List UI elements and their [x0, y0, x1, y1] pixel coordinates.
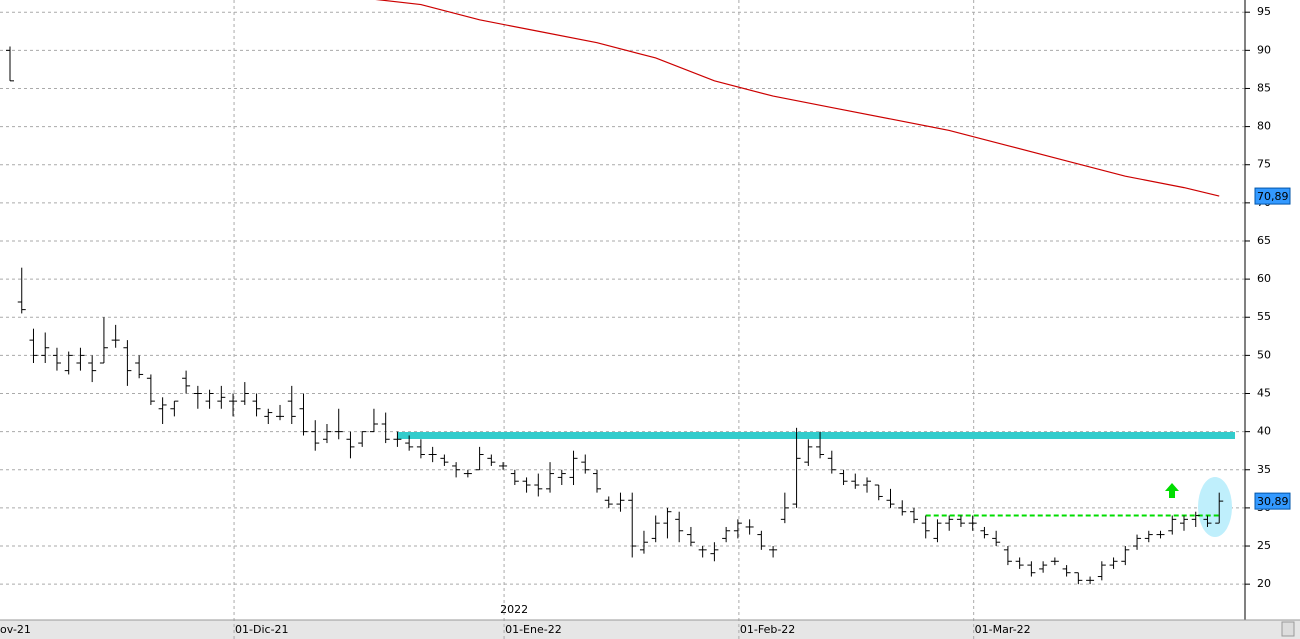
x-tick-label: 01-Dic-21 [235, 623, 289, 636]
y-tick-label: 95 [1257, 5, 1271, 18]
y-tick-label: 65 [1257, 234, 1271, 247]
y-tick-label: 35 [1257, 463, 1271, 476]
x-tick-label: ov-21 [0, 623, 31, 636]
highlight-ellipse [1198, 477, 1232, 537]
price-label: 30,89 [1257, 495, 1289, 508]
date-strip [0, 620, 1300, 639]
x-tick-label: 01-Feb-22 [740, 623, 795, 636]
y-tick-label: 80 [1257, 120, 1271, 133]
price-label: 70,89 [1257, 190, 1289, 203]
corner-icon [1281, 621, 1295, 637]
year-label: 2022 [500, 603, 528, 616]
up-arrow [1165, 483, 1179, 498]
y-tick-label: 75 [1257, 158, 1271, 171]
y-tick-label: 90 [1257, 43, 1271, 56]
y-tick-label: 50 [1257, 348, 1271, 361]
y-tick-label: 40 [1257, 425, 1271, 438]
y-tick-label: 25 [1257, 539, 1271, 552]
y-tick-label: 60 [1257, 272, 1271, 285]
y-tick-label: 85 [1257, 81, 1271, 94]
x-tick-label: 01-Ene-22 [505, 623, 562, 636]
y-tick-label: 20 [1257, 577, 1271, 590]
y-tick-label: 45 [1257, 387, 1271, 400]
price-label-box [1254, 492, 1291, 510]
price-label-box [1254, 187, 1291, 205]
y-tick-label: 55 [1257, 310, 1271, 323]
moving-average [375, 0, 1220, 197]
x-tick-label: 01-Mar-22 [975, 623, 1031, 636]
